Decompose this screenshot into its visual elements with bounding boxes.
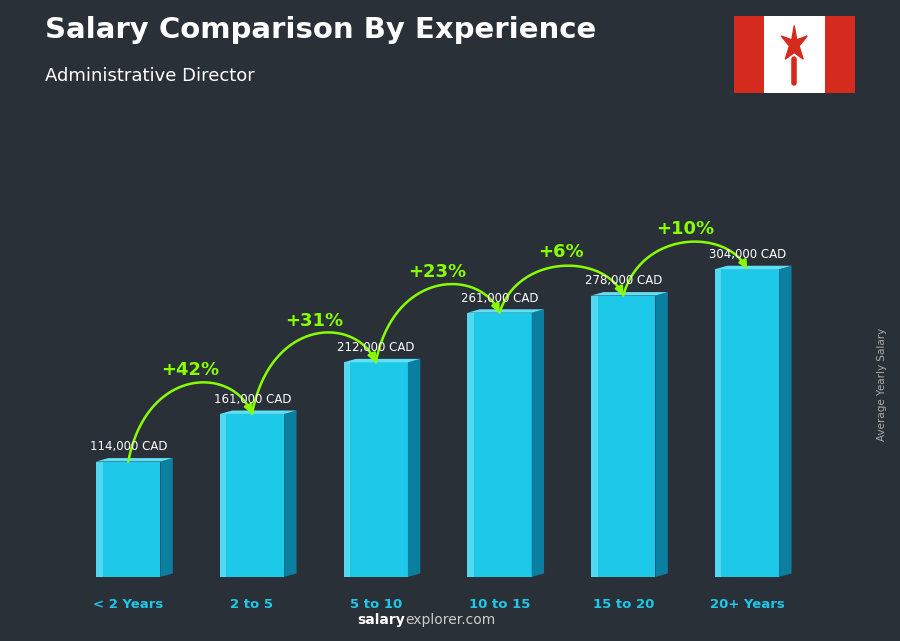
FancyBboxPatch shape	[824, 16, 855, 93]
Text: 161,000 CAD: 161,000 CAD	[213, 393, 291, 406]
Bar	[344, 362, 350, 577]
Text: 2 to 5: 2 to 5	[230, 598, 274, 611]
Text: 261,000 CAD: 261,000 CAD	[461, 292, 538, 304]
Text: +10%: +10%	[656, 220, 715, 238]
Bar	[467, 313, 473, 577]
Text: explorer.com: explorer.com	[405, 613, 495, 627]
Bar	[591, 296, 655, 577]
Bar	[344, 362, 408, 577]
Bar	[467, 313, 532, 577]
Polygon shape	[591, 292, 668, 296]
Polygon shape	[655, 292, 668, 577]
Bar	[715, 269, 721, 577]
Text: Average Yearly Salary: Average Yearly Salary	[877, 328, 887, 441]
Polygon shape	[532, 309, 544, 577]
Text: < 2 Years: < 2 Years	[93, 598, 164, 611]
Polygon shape	[467, 309, 544, 313]
Polygon shape	[779, 266, 792, 577]
Text: Salary Comparison By Experience: Salary Comparison By Experience	[45, 16, 596, 44]
Text: +31%: +31%	[284, 312, 343, 329]
Polygon shape	[284, 410, 297, 577]
Text: 114,000 CAD: 114,000 CAD	[90, 440, 167, 453]
Text: Administrative Director: Administrative Director	[45, 67, 255, 85]
Text: 20+ Years: 20+ Years	[709, 598, 785, 611]
Polygon shape	[408, 359, 420, 577]
Text: 5 to 10: 5 to 10	[349, 598, 402, 611]
Text: salary: salary	[357, 613, 405, 627]
Bar	[96, 462, 160, 577]
FancyBboxPatch shape	[732, 14, 857, 95]
Bar	[220, 414, 284, 577]
Text: 15 to 20: 15 to 20	[592, 598, 654, 611]
Polygon shape	[220, 410, 297, 414]
Text: +42%: +42%	[161, 362, 220, 379]
Text: 304,000 CAD: 304,000 CAD	[708, 248, 786, 261]
Text: 10 to 15: 10 to 15	[469, 598, 530, 611]
Text: 278,000 CAD: 278,000 CAD	[585, 274, 662, 287]
Polygon shape	[715, 266, 792, 269]
Text: +6%: +6%	[538, 244, 584, 262]
Polygon shape	[344, 359, 420, 362]
Polygon shape	[781, 26, 807, 59]
FancyBboxPatch shape	[734, 16, 764, 93]
Text: 212,000 CAD: 212,000 CAD	[338, 341, 415, 354]
Polygon shape	[96, 458, 173, 462]
Bar	[715, 269, 779, 577]
Bar	[220, 414, 226, 577]
Text: +23%: +23%	[409, 263, 467, 281]
Bar	[96, 462, 103, 577]
Polygon shape	[160, 458, 173, 577]
Bar	[591, 296, 598, 577]
